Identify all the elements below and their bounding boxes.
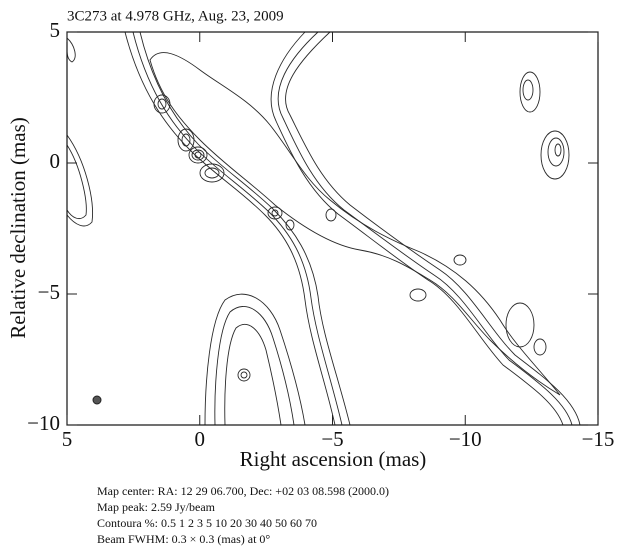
y-tick-label: −10	[27, 411, 60, 435]
caption-line: Map peak: 2.59 Jy/beam	[97, 500, 216, 514]
x-tick-label: −15	[582, 427, 615, 451]
y-tick-label: −5	[38, 280, 60, 304]
x-tick-label: 5	[62, 427, 73, 451]
chart: 3C273 at 4.978 GHz, Aug. 23, 2009	[0, 0, 622, 556]
contours	[67, 32, 580, 425]
x-tick-label: −10	[449, 427, 482, 451]
caption-line: Map center: RA: 12 29 06.700, Dec: +02 0…	[97, 484, 389, 498]
caption-line: Beam FWHM: 0.3 × 0.3 (mas) at 0°	[97, 532, 270, 546]
caption: Map center: RA: 12 29 06.700, Dec: +02 0…	[97, 484, 389, 546]
caption-line: Contoura %: 0.5 1 2 3 5 10 20 30 40 50 6…	[97, 516, 317, 530]
y-axis-label: Relative declination (mas)	[6, 117, 30, 339]
y-tick-label: 5	[50, 18, 61, 42]
x-tick-label: 0	[195, 427, 206, 451]
y-tick-label: 0	[50, 149, 61, 173]
chart-title: 3C273 at 4.978 GHz, Aug. 23, 2009	[67, 8, 284, 24]
x-tick-label: −5	[321, 427, 343, 451]
